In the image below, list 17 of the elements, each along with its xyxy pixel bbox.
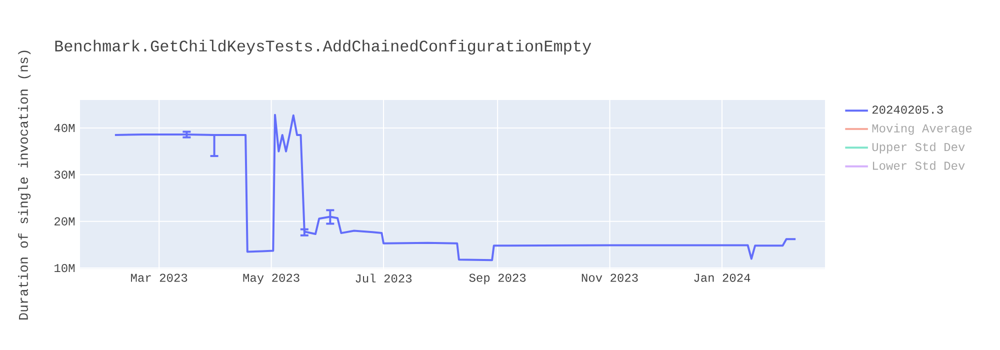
legend-label: Moving Average bbox=[872, 124, 972, 135]
x-tick-label: Nov 2023 bbox=[582, 274, 638, 282]
chart-title: Benchmark.GetChildKeysTests.AddChainedConfigurationEmpty bbox=[55, 40, 592, 55]
x-tick-label: Mar 2023 bbox=[131, 274, 188, 282]
x-tick-label: May 2023 bbox=[243, 274, 300, 284]
x-tick-label: Jan 2024 bbox=[694, 274, 750, 282]
legend-label: 20240205.3 bbox=[872, 106, 943, 114]
legend-label: Upper Std Dev bbox=[872, 142, 965, 154]
y-tick-label: 30M bbox=[54, 170, 75, 179]
x-tick-label: Jul 2023 bbox=[356, 274, 412, 283]
x-tick-label: Sep 2023 bbox=[469, 274, 526, 284]
legend-label: Lower Std Dev bbox=[872, 161, 965, 170]
y-tick-label: 20M bbox=[54, 217, 75, 226]
y-tick-label: 40M bbox=[54, 124, 75, 132]
y-tick-label: 10M bbox=[54, 264, 75, 272]
line-series bbox=[114, 114, 797, 262]
y-axis-title: Duration of single invocation (ns) bbox=[18, 50, 31, 320]
